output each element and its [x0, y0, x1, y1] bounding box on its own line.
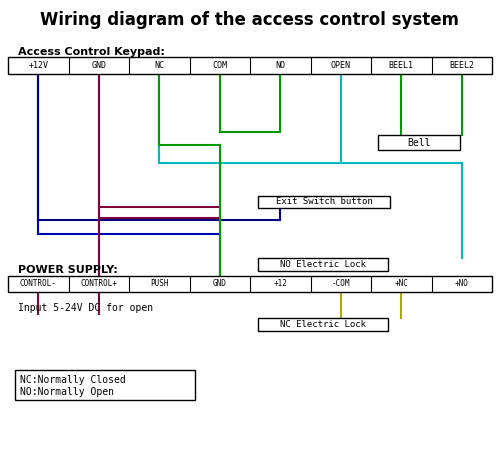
- Text: COM: COM: [212, 61, 227, 70]
- Text: POWER SUPPLY:: POWER SUPPLY:: [18, 265, 118, 275]
- Text: GND: GND: [213, 280, 226, 289]
- Text: OPEN: OPEN: [331, 61, 351, 70]
- Text: GND: GND: [91, 61, 106, 70]
- Text: +NC: +NC: [394, 280, 408, 289]
- Text: BEEL1: BEEL1: [389, 61, 414, 70]
- Text: CONTROL-: CONTROL-: [20, 280, 57, 289]
- Bar: [258, 258, 388, 271]
- Text: NO Electric Lock: NO Electric Lock: [280, 260, 366, 269]
- Text: BEEL2: BEEL2: [449, 61, 474, 70]
- Text: NC:Normally Closed: NC:Normally Closed: [20, 375, 126, 385]
- Text: +12: +12: [274, 280, 287, 289]
- Text: +NO: +NO: [455, 280, 468, 289]
- Text: NC: NC: [154, 61, 164, 70]
- Text: +12V: +12V: [28, 61, 48, 70]
- Text: NO: NO: [275, 61, 285, 70]
- Text: CONTROL+: CONTROL+: [80, 280, 117, 289]
- Bar: [15, 370, 195, 400]
- Text: NC Electric Lock: NC Electric Lock: [280, 320, 366, 329]
- Text: PUSH: PUSH: [150, 280, 169, 289]
- Text: Exit Switch button: Exit Switch button: [276, 197, 372, 207]
- Text: -COM: -COM: [332, 280, 350, 289]
- Text: NO:Normally Open: NO:Normally Open: [20, 387, 114, 397]
- Bar: [258, 318, 388, 331]
- Text: Bell: Bell: [407, 138, 431, 147]
- Bar: [258, 196, 390, 208]
- Text: Access Control Keypad:: Access Control Keypad:: [18, 47, 165, 57]
- Bar: [8, 57, 492, 74]
- Text: Input 5-24V DC for open: Input 5-24V DC for open: [18, 303, 153, 313]
- Text: Wiring diagram of the access control system: Wiring diagram of the access control sys…: [40, 11, 460, 29]
- Bar: [8, 276, 492, 292]
- Bar: [378, 135, 460, 150]
